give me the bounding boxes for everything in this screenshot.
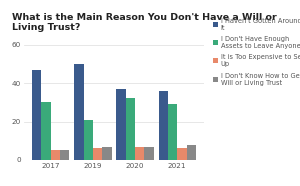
Bar bbox=[93, 148, 102, 160]
Bar bbox=[126, 98, 135, 160]
Bar bbox=[41, 102, 51, 160]
Bar bbox=[177, 148, 187, 160]
Bar bbox=[159, 91, 168, 160]
Bar bbox=[51, 150, 60, 160]
Bar bbox=[32, 70, 41, 160]
Bar bbox=[135, 147, 144, 160]
Bar bbox=[144, 147, 154, 160]
Bar bbox=[168, 104, 177, 160]
Bar bbox=[102, 147, 112, 160]
Text: What is the Main Reason You Don't Have a Will or Living Trust?: What is the Main Reason You Don't Have a… bbox=[12, 13, 277, 32]
Bar bbox=[84, 120, 93, 160]
Bar bbox=[187, 145, 196, 160]
Legend: I Haven't Gotten Around to
It, I Don't Have Enough
Assets to Leave Anyone, It is: I Haven't Gotten Around to It, I Don't H… bbox=[210, 15, 300, 88]
Bar bbox=[116, 89, 126, 160]
Bar bbox=[74, 64, 84, 160]
Bar bbox=[60, 150, 69, 160]
